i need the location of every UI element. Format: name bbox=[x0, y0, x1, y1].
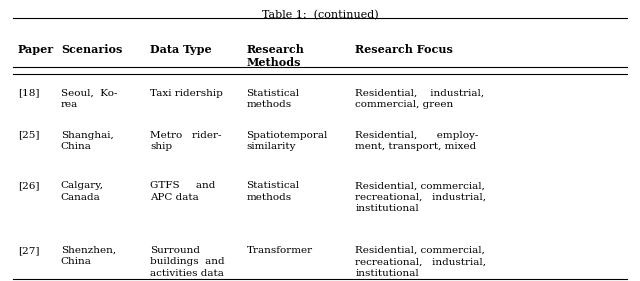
Text: Calgary,
Canada: Calgary, Canada bbox=[61, 181, 104, 202]
Text: Data Type: Data Type bbox=[150, 44, 212, 55]
Text: [26]: [26] bbox=[18, 181, 40, 190]
Text: Research Focus: Research Focus bbox=[355, 44, 453, 55]
Text: Paper: Paper bbox=[18, 44, 54, 55]
Text: Transformer: Transformer bbox=[246, 246, 312, 255]
Text: Research
Methods: Research Methods bbox=[246, 44, 304, 68]
Text: Shanghai,
China: Shanghai, China bbox=[61, 131, 113, 151]
Text: Residential, commercial,
recreational,   industrial,
institutional: Residential, commercial, recreational, i… bbox=[355, 246, 486, 278]
Text: [27]: [27] bbox=[18, 246, 40, 255]
Text: Statistical
methods: Statistical methods bbox=[246, 181, 300, 202]
Text: Taxi ridership: Taxi ridership bbox=[150, 89, 223, 98]
Text: [25]: [25] bbox=[18, 131, 40, 140]
Text: Statistical
methods: Statistical methods bbox=[246, 89, 300, 109]
Text: [18]: [18] bbox=[18, 89, 40, 98]
Text: Table 1:  (continued): Table 1: (continued) bbox=[262, 10, 378, 20]
Text: Residential,      employ-
ment, transport, mixed: Residential, employ- ment, transport, mi… bbox=[355, 131, 479, 151]
Text: Seoul,  Ko-
rea: Seoul, Ko- rea bbox=[61, 89, 117, 109]
Text: Shenzhen,
China: Shenzhen, China bbox=[61, 246, 116, 266]
Text: Residential, commercial,
recreational,   industrial,
institutional: Residential, commercial, recreational, i… bbox=[355, 181, 486, 213]
Text: Scenarios: Scenarios bbox=[61, 44, 122, 55]
Text: Surround
buildings  and
activities data: Surround buildings and activities data bbox=[150, 246, 225, 278]
Text: Residential,    industrial,
commercial, green: Residential, industrial, commercial, gre… bbox=[355, 89, 484, 109]
Text: GTFS     and
APC data: GTFS and APC data bbox=[150, 181, 216, 202]
Text: Spatiotemporal
similarity: Spatiotemporal similarity bbox=[246, 131, 328, 151]
Text: Metro   rider-
ship: Metro rider- ship bbox=[150, 131, 222, 151]
